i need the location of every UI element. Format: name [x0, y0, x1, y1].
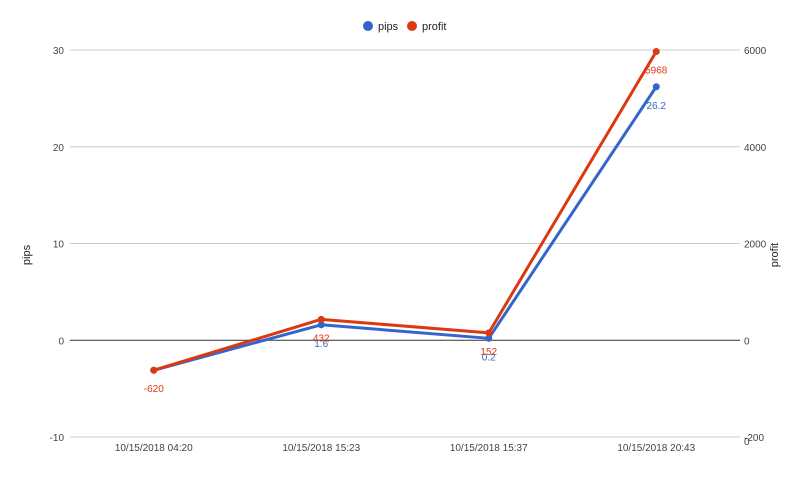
pips-data-label: 26.2 [647, 101, 667, 112]
left-tick-label: 10 [53, 240, 65, 251]
pips-data-label: 0.2 [482, 352, 496, 363]
profit-data-label: 5968 [645, 66, 668, 77]
profit-data-label: -620 [144, 384, 164, 395]
x-tick-label: 10/15/2018 20:43 [617, 443, 695, 454]
series-lines [150, 48, 660, 374]
profit-point [485, 329, 493, 337]
profit-point [652, 48, 660, 56]
left-axis-title: pips [21, 244, 33, 265]
pips-legend-label: pips [378, 21, 399, 33]
x-tick-label: 10/15/2018 15:37 [450, 443, 528, 454]
left-tick-label: 30 [53, 46, 65, 57]
pips-point [317, 321, 325, 329]
x-tick-label: 10/15/2018 04:20 [115, 443, 193, 454]
right-tick-label: 6000 [744, 46, 767, 57]
profit-data-label: 152 [480, 347, 497, 358]
profit-data-label: 432 [313, 333, 330, 344]
profit-series-line [153, 50, 658, 372]
pips-series-line [153, 85, 658, 372]
right-tick-label: 0 [744, 336, 750, 347]
profit-point [150, 366, 158, 374]
pips-point [485, 334, 493, 342]
left-tick-label: -10 [50, 433, 65, 444]
right-tick-label: -200 [744, 433, 764, 444]
left-tick-label: 0 [58, 336, 64, 347]
data-labels: 1.6 0.2 26.2 -620 432 152 5968 [144, 66, 668, 396]
right-axis-title: profit [769, 243, 781, 267]
right-tick-label: 4000 [744, 143, 767, 154]
right-tick-label: 0 [744, 437, 750, 448]
pips-point [652, 83, 660, 91]
profit-legend-marker [407, 21, 417, 31]
legend[interactable]: pips profit [363, 21, 446, 33]
pips-data-label: 1.6 [314, 339, 328, 350]
profit-legend-label: profit [422, 21, 446, 33]
x-tick-label: 10/15/2018 15:23 [282, 443, 360, 454]
right-tick-label: 2000 [744, 240, 767, 251]
gridlines [70, 49, 740, 438]
pips-legend-marker [363, 21, 373, 31]
profit-point [317, 315, 325, 323]
left-tick-label: 20 [53, 143, 65, 154]
